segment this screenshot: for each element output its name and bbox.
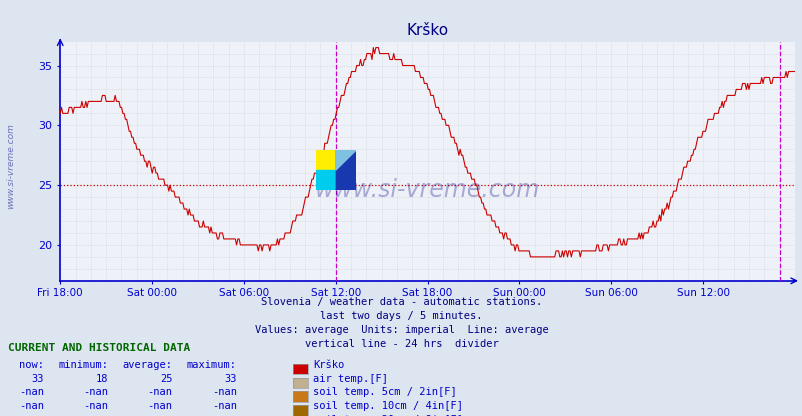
Text: air temp.[F]: air temp.[F] <box>313 374 387 384</box>
Text: Values: average  Units: imperial  Line: average: Values: average Units: imperial Line: av… <box>254 325 548 335</box>
Text: Krško: Krško <box>313 360 344 370</box>
Text: www.si-vreme.com: www.si-vreme.com <box>6 124 15 209</box>
Text: now:: now: <box>19 360 44 370</box>
Polygon shape <box>335 151 355 170</box>
Polygon shape <box>315 151 335 170</box>
Text: -nan: -nan <box>212 387 237 397</box>
Text: 25: 25 <box>160 374 172 384</box>
Text: -nan: -nan <box>83 415 108 416</box>
Polygon shape <box>335 151 355 190</box>
Text: -nan: -nan <box>83 387 108 397</box>
Text: -nan: -nan <box>19 415 44 416</box>
Polygon shape <box>335 151 355 170</box>
Text: maximum:: maximum: <box>187 360 237 370</box>
Polygon shape <box>315 170 335 190</box>
Text: 33: 33 <box>224 374 237 384</box>
Text: -nan: -nan <box>19 401 44 411</box>
Text: -nan: -nan <box>148 401 172 411</box>
Text: -nan: -nan <box>148 387 172 397</box>
Text: average:: average: <box>123 360 172 370</box>
Text: soil temp. 20cm / 8in[F]: soil temp. 20cm / 8in[F] <box>313 415 463 416</box>
Text: CURRENT AND HISTORICAL DATA: CURRENT AND HISTORICAL DATA <box>8 343 190 353</box>
Text: Slovenia / weather data - automatic stations.: Slovenia / weather data - automatic stat… <box>261 297 541 307</box>
Polygon shape <box>335 170 355 190</box>
Text: soil temp. 5cm / 2in[F]: soil temp. 5cm / 2in[F] <box>313 387 456 397</box>
Polygon shape <box>335 151 355 170</box>
Text: -nan: -nan <box>83 401 108 411</box>
Text: vertical line - 24 hrs  divider: vertical line - 24 hrs divider <box>304 339 498 349</box>
Text: minimum:: minimum: <box>59 360 108 370</box>
Text: -nan: -nan <box>212 401 237 411</box>
Text: last two days / 5 minutes.: last two days / 5 minutes. <box>320 311 482 321</box>
Title: Krško: Krško <box>406 22 448 38</box>
Text: www.si-vreme.com: www.si-vreme.com <box>314 178 540 202</box>
Text: 18: 18 <box>95 374 108 384</box>
Text: -nan: -nan <box>212 415 237 416</box>
Text: -nan: -nan <box>148 415 172 416</box>
Text: 33: 33 <box>31 374 44 384</box>
Text: soil temp. 10cm / 4in[F]: soil temp. 10cm / 4in[F] <box>313 401 463 411</box>
Polygon shape <box>335 170 355 190</box>
Text: -nan: -nan <box>19 387 44 397</box>
